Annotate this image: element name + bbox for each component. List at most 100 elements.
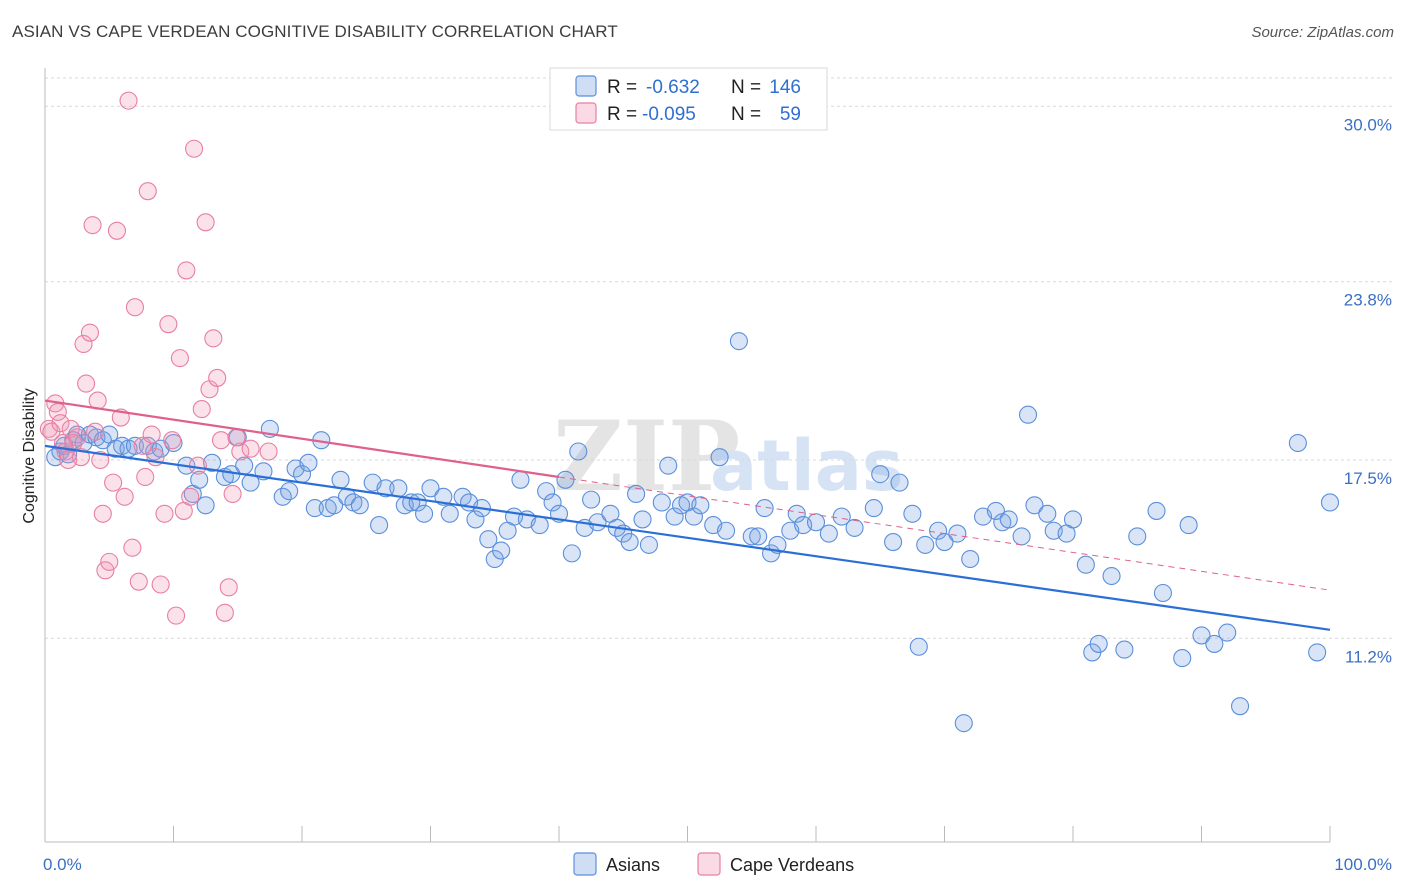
x-tick-labels: 0.0% 100.0% <box>43 855 1392 874</box>
asian-point <box>569 442 588 461</box>
asian-point <box>190 470 209 489</box>
asian-point <box>479 530 498 549</box>
asian-point <box>871 465 890 484</box>
asian-point <box>1205 634 1224 653</box>
cape-verdean-point <box>159 315 178 334</box>
asian-point <box>787 504 806 523</box>
asian-point <box>806 513 826 532</box>
y-tick-label: 30.0% <box>1344 115 1392 134</box>
asian-point <box>331 470 350 489</box>
cape-verdean-point <box>100 552 119 571</box>
cape-verdean-point <box>83 216 102 235</box>
asian-point <box>633 510 652 529</box>
asian-point <box>582 490 601 509</box>
asian-point <box>370 516 389 535</box>
asian-point <box>530 516 549 535</box>
asian-point <box>389 479 408 498</box>
asian-point <box>909 637 928 656</box>
cape-verdean-point <box>196 213 215 232</box>
asian-point <box>864 499 883 518</box>
asian-point <box>948 524 967 543</box>
asian-point <box>196 496 215 515</box>
cape-verdean-point <box>136 467 155 487</box>
cape-verdean-point <box>115 487 134 506</box>
gridlines <box>45 77 1392 639</box>
asian-point <box>659 456 678 475</box>
asian-point <box>1115 640 1134 659</box>
cape-verdean-point <box>91 450 110 470</box>
asian-point <box>1192 626 1211 645</box>
asian-point <box>1128 527 1147 546</box>
cape-verdean-point <box>192 400 211 419</box>
asian-point <box>466 510 485 529</box>
legend-swatch-cape-verdeans <box>575 102 597 124</box>
asian-point <box>350 496 369 515</box>
cape-verdean-point <box>80 323 100 342</box>
asian-point <box>884 533 903 552</box>
cape-verdean-point <box>259 442 278 461</box>
asian-point <box>241 473 260 492</box>
bottom-legend-swatch-asians <box>573 852 597 876</box>
asian-point <box>986 501 1005 520</box>
asian-point <box>755 499 774 518</box>
cape-verdean-point <box>142 425 161 444</box>
cape-verdean-point <box>208 368 227 387</box>
cape-verdean-point <box>155 504 174 523</box>
asian-point <box>652 493 671 512</box>
asian-point <box>1231 697 1250 716</box>
cape-verdean-point <box>96 561 115 580</box>
asian-point <box>1320 493 1340 512</box>
cape-verdean-point <box>241 439 260 458</box>
asian-point <box>961 549 980 569</box>
cape-verdean-point <box>151 575 170 594</box>
cape-verdean-point <box>74 334 93 354</box>
bottom-legend-swatch-cape-verdeans <box>697 852 721 876</box>
asian-point <box>999 510 1018 529</box>
asian-point <box>903 504 922 523</box>
asian-point <box>1025 496 1044 515</box>
x-tick-label: 100.0% <box>1334 855 1392 874</box>
asian-point <box>1076 555 1095 574</box>
asian-point <box>916 535 935 554</box>
asian-point <box>1179 516 1198 535</box>
cape-verdean-point <box>93 504 112 523</box>
asian-point <box>742 527 761 546</box>
asian-point <box>421 479 440 498</box>
asian-point <box>1173 649 1192 668</box>
asian-point <box>440 504 459 523</box>
cape-verdean-point <box>215 603 234 622</box>
asian-point <box>749 527 768 546</box>
cape-verdean-point <box>211 431 231 450</box>
bottom-legend-label-cape-verdeans: Cape Verdeans <box>730 855 854 875</box>
chart-title: ASIAN VS CAPE VERDEAN COGNITIVE DISABILI… <box>12 22 618 41</box>
axes <box>44 68 1331 843</box>
cape-verdean-point <box>107 221 127 240</box>
cape-verdean-point <box>170 349 189 368</box>
cape-verdean-point <box>39 419 58 438</box>
cape-verdean-point <box>104 473 123 492</box>
cape-verdean-point <box>163 431 182 450</box>
cape-verdean-trend-extension <box>558 476 1331 591</box>
asian-point <box>511 470 530 489</box>
cape-verdean-point <box>167 606 186 625</box>
asian-point <box>434 487 453 506</box>
cape-verdean-point <box>125 298 144 317</box>
bottom-legend: Asians Cape Verdeans <box>573 852 854 876</box>
asian-point <box>890 473 909 492</box>
asian-point <box>691 496 710 515</box>
y-tick-label: 17.5% <box>1344 469 1392 488</box>
asian-point <box>620 533 639 552</box>
cape-verdean-point <box>86 422 105 441</box>
legend-n-value-cape-verdeans: 59 <box>780 104 801 125</box>
cape-verdean-point <box>129 572 148 591</box>
asian-point <box>1147 501 1166 520</box>
asian-point <box>492 541 511 560</box>
asian-point <box>280 482 299 501</box>
asian-point <box>1038 504 1057 523</box>
asian-point <box>929 521 948 540</box>
cape-verdean-point <box>231 442 250 461</box>
cape-verdean-trend-line <box>44 399 560 479</box>
legend-n-label-asians: N = <box>731 77 761 98</box>
asian-point <box>537 482 556 501</box>
asian-point <box>845 518 864 537</box>
